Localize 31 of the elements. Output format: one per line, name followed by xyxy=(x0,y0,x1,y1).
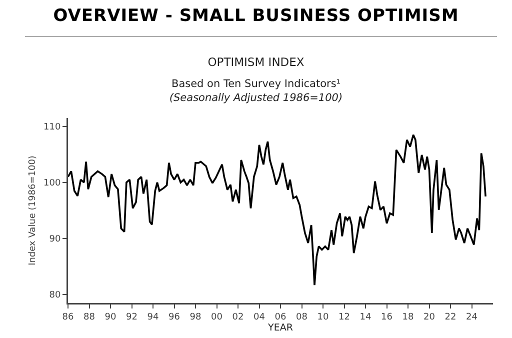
x-tick-label: 16 xyxy=(381,312,393,322)
x-tick-label: 12 xyxy=(338,312,350,322)
x-tick-label: 94 xyxy=(147,312,159,322)
x-tick-label: 10 xyxy=(317,312,329,322)
x-tick-label: 86 xyxy=(62,312,74,322)
text: Based on Ten Survey Indicators¹ xyxy=(170,78,342,90)
x-tick-label: 14 xyxy=(360,312,372,322)
x-tick-label: 18 xyxy=(402,312,414,322)
x-tick-label: 06 xyxy=(274,312,286,322)
y-tick-label: 90 xyxy=(49,234,61,245)
x-tick-label: 00 xyxy=(211,312,223,322)
y-tick-label: 80 xyxy=(49,290,61,301)
y-tick-label: 100 xyxy=(44,178,61,189)
y-axis-title: Index Value (1986=100) xyxy=(28,156,38,266)
chart-title: OVERVIEW - SMALL BUSINESS OPTIMISM xyxy=(52,6,460,26)
chart-subtitle: OPTIMISM INDEX xyxy=(206,55,306,69)
x-tick-label: 98 xyxy=(190,312,202,322)
x-tick-label: 04 xyxy=(254,312,266,322)
x-tick-label: 22 xyxy=(444,312,456,322)
y-tick-label: 110 xyxy=(44,122,61,133)
x-tick-label: 88 xyxy=(84,312,96,322)
x-tick-label: 96 xyxy=(168,312,180,322)
x-tick-label: 02 xyxy=(232,312,244,322)
x-tick-label: 20 xyxy=(424,312,436,322)
x-tick-label: 08 xyxy=(296,312,308,322)
x-axis-title: YEAR xyxy=(267,322,294,334)
x-tick-label: 92 xyxy=(126,312,138,322)
x-tick-label: 90 xyxy=(104,312,116,322)
x-tick-label: 24 xyxy=(466,312,478,322)
line-series xyxy=(68,134,486,286)
text: (Seasonally Adjusted 1986=100) xyxy=(168,92,344,104)
